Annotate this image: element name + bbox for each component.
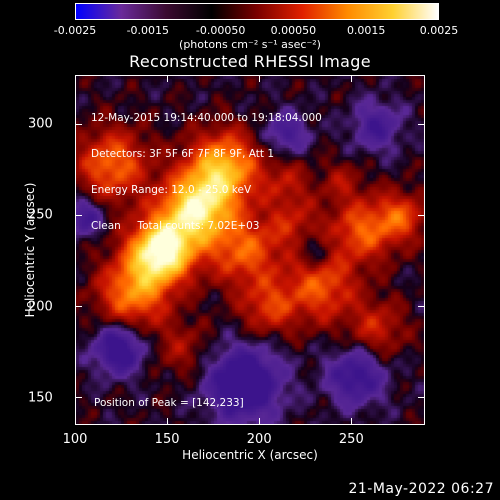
x-tick-mark bbox=[74, 418, 76, 424]
info-line-detectors: Detectors: 3F 5F 6F 7F 8F 9F, Att 1 bbox=[91, 148, 275, 160]
y-tick-mark bbox=[76, 306, 82, 307]
colorbar-tick: -0.0025 bbox=[53, 24, 97, 37]
y-tick: 150 bbox=[28, 390, 53, 406]
y-tick-mark bbox=[418, 123, 424, 125]
x-tick-mark bbox=[166, 76, 168, 82]
y-axis-label: Heliocentric Y (arcsec) bbox=[23, 182, 37, 318]
x-tick-mark bbox=[258, 418, 260, 424]
y-tick: 200 bbox=[28, 299, 53, 314]
colorbar-tick: -0.0015 bbox=[126, 24, 170, 37]
colorbar-units: (photons cm⁻² s⁻¹ asec⁻²) bbox=[179, 38, 321, 51]
x-tick-mark bbox=[74, 76, 76, 82]
y-tick-mark bbox=[76, 123, 82, 125]
y-tick: 300 bbox=[28, 116, 53, 132]
x-tick-mark bbox=[166, 418, 168, 424]
y-tick-mark bbox=[418, 397, 424, 399]
y-tick-mark bbox=[76, 214, 82, 216]
timestamp: 21-May-2022 06:27 bbox=[348, 481, 494, 497]
info-line-counts: Clean Total counts: 7.02E+03 bbox=[91, 220, 260, 232]
x-tick: 200 bbox=[246, 432, 272, 447]
image-plot: 12-May-2015 19:14:40.000 to 19:18:04.000… bbox=[75, 75, 425, 425]
x-axis-label: Heliocentric X (arcsec) bbox=[182, 448, 318, 462]
plot-title: Reconstructed RHESSI Image bbox=[129, 52, 371, 71]
y-tick: 250 bbox=[28, 207, 53, 223]
observation-info: 12-May-2015 19:14:40.000 to 19:18:04.000… bbox=[91, 88, 322, 256]
y-tick-mark bbox=[418, 214, 424, 216]
x-tick: 250 bbox=[338, 432, 364, 447]
x-tick: 150 bbox=[154, 432, 180, 447]
y-tick-mark bbox=[418, 306, 424, 307]
colorbar bbox=[75, 3, 439, 20]
x-tick: 100 bbox=[62, 432, 88, 447]
info-line-time: 12-May-2015 19:14:40.000 to 19:18:04.000 bbox=[91, 112, 322, 124]
colorbar-tick: 0.0025 bbox=[419, 24, 459, 37]
y-tick-mark bbox=[76, 397, 82, 399]
rhessi-image bbox=[76, 76, 424, 424]
x-tick-mark bbox=[350, 418, 352, 424]
colorbar-tick: -0.00050 bbox=[195, 24, 246, 37]
colorbar-tick: 0.0015 bbox=[346, 24, 386, 37]
x-tick-mark bbox=[350, 76, 352, 82]
x-tick-mark bbox=[258, 76, 260, 82]
info-line-energy: Energy Range: 12.0 - 25.0 keV bbox=[91, 184, 252, 196]
colorbar-tick: 0.00050 bbox=[270, 24, 317, 37]
peak-position-label: Position of Peak = [142,233] bbox=[94, 397, 244, 409]
